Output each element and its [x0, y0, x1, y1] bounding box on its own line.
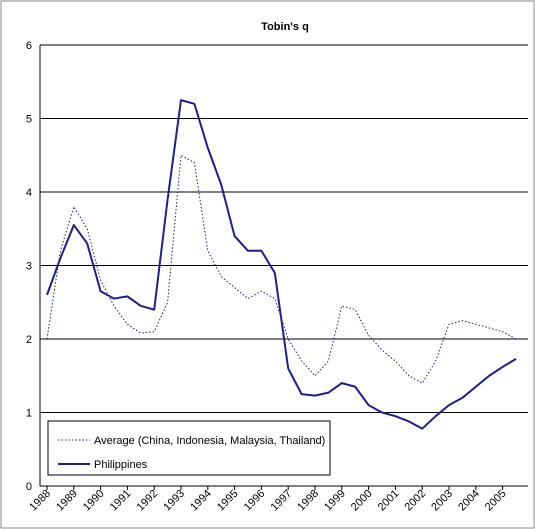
y-tick-label: 6: [26, 40, 32, 52]
series-line: [46, 99, 517, 430]
legend-label: Philippines: [94, 459, 148, 471]
y-tick-label: 0: [26, 481, 32, 493]
y-tick-label: 1: [26, 408, 32, 420]
y-tick-label: 2: [26, 334, 32, 346]
legend-box: [47, 420, 331, 476]
y-tick-label: 3: [26, 261, 32, 273]
chart-title: Tobin's q: [261, 21, 309, 33]
legend-label: Average (China, Indonesia, Malaysia, Tha…: [94, 435, 325, 447]
y-tick-label: 4: [26, 187, 32, 199]
y-tick-label: 5: [26, 114, 32, 126]
